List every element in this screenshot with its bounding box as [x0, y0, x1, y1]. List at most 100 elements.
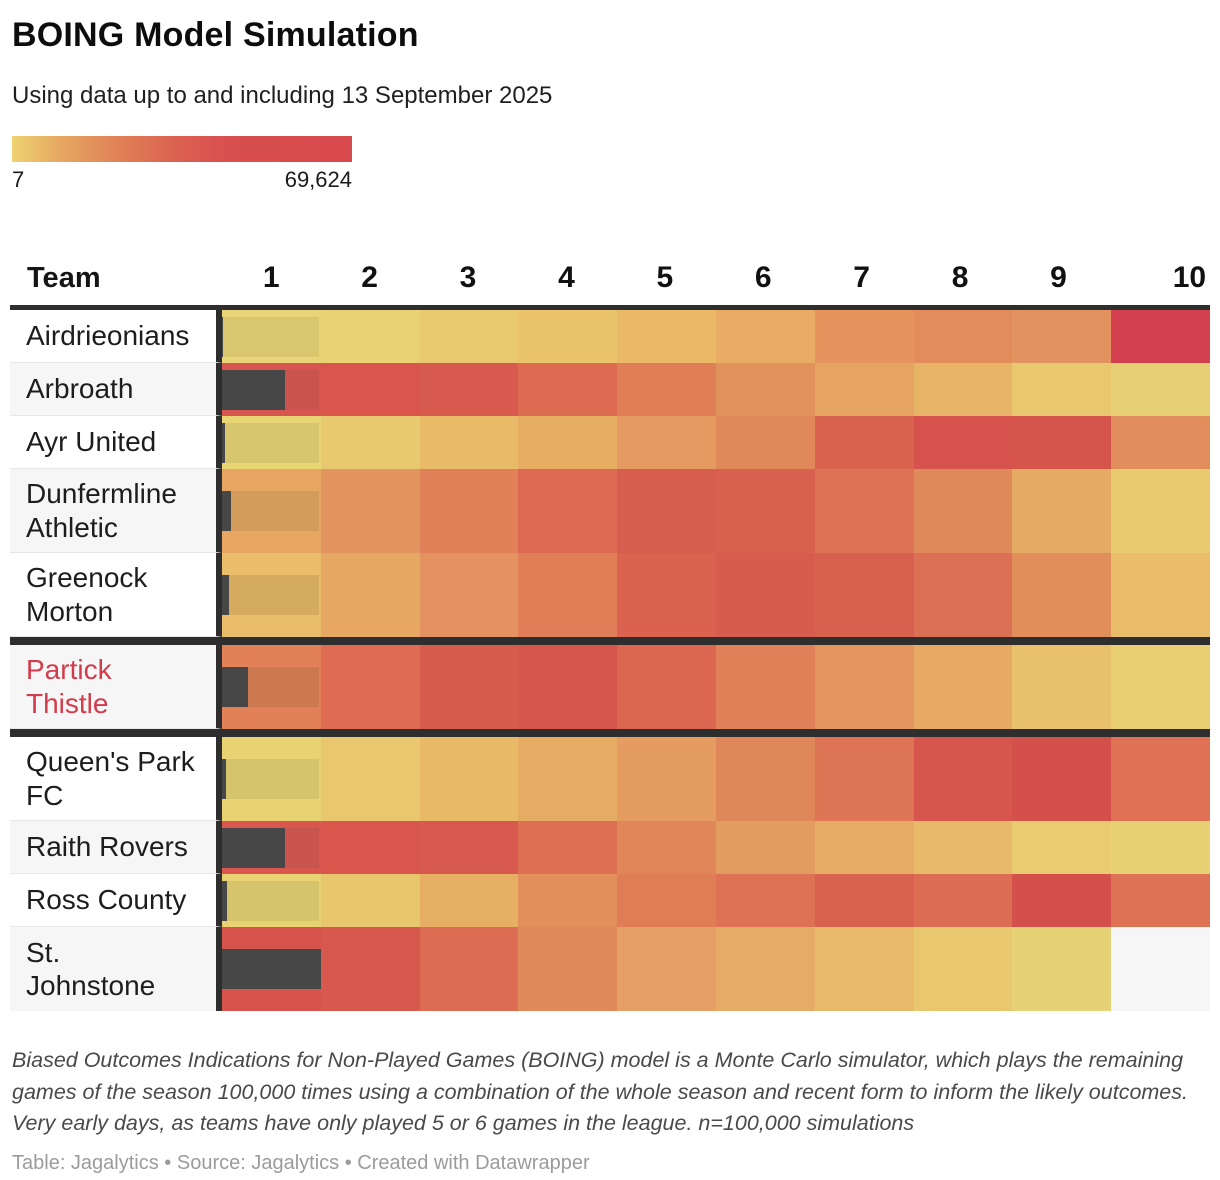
heat-cell: [715, 416, 815, 469]
team-label: Greenock Morton: [10, 553, 222, 637]
heat-cell: [1111, 363, 1210, 416]
bar-track: [222, 491, 319, 531]
heat-cell: [419, 645, 519, 729]
heat-cell: [814, 645, 914, 729]
team-label: Airdrieonians: [10, 310, 222, 363]
heat-cell-pos1: [222, 553, 321, 637]
team-label: Dunfermline Athletic: [10, 469, 222, 553]
heat-cell: [715, 821, 815, 874]
heat-cell: [1012, 416, 1112, 469]
heat-cell: [715, 553, 815, 637]
bar-track: [222, 575, 319, 615]
position1-bar: [222, 949, 321, 989]
heat-cell-pos1: [222, 645, 321, 729]
heat-cell-pos1: [222, 310, 321, 363]
heat-cell: [320, 927, 420, 1011]
heat-cell: [617, 874, 716, 927]
table-row: Greenock Morton: [10, 553, 1210, 637]
table-row: Ross County: [10, 874, 1210, 927]
heat-cell: [320, 416, 420, 469]
heat-cell: [1111, 737, 1210, 821]
heat-cell: [518, 310, 618, 363]
bar-track: [222, 316, 319, 357]
team-column-header: Team: [27, 262, 101, 294]
heat-cell: [913, 927, 1013, 1011]
heat-cell: [715, 645, 815, 729]
heat-cell: [617, 416, 716, 469]
position1-bar: [222, 316, 223, 357]
table-row: St. Johnstone: [10, 927, 1210, 1011]
heat-cell: [617, 469, 716, 553]
heat-cell: [1111, 553, 1210, 637]
heat-cell: [518, 553, 618, 637]
position1-bar: [222, 422, 225, 463]
heat-cell: [419, 310, 519, 363]
heat-cell: [913, 310, 1013, 363]
heat-cell-pos1: [222, 927, 321, 1011]
heat-cell: [320, 310, 420, 363]
heat-cell: [518, 927, 618, 1011]
heat-cells: [222, 310, 1210, 363]
table-row: Arbroath: [10, 363, 1210, 416]
heat-cell: [320, 645, 420, 729]
heat-cell: [814, 363, 914, 416]
heat-cell: [320, 469, 420, 553]
table-row: Raith Rovers: [10, 821, 1210, 874]
heat-cell: [814, 416, 914, 469]
team-label: Arbroath: [10, 363, 222, 416]
heat-cell: [419, 363, 519, 416]
heat-cell: [320, 363, 420, 416]
heat-cell: [617, 927, 716, 1011]
legend-min-label: 7: [12, 167, 25, 192]
legend-gradient-bar: [12, 136, 352, 162]
team-label: Queen's Park FC: [10, 737, 222, 821]
heat-cell: [419, 469, 519, 553]
heatmap-table: Team 1 2 3 4 5 6 7 8 9 10 Airdrieonians Arbroath Ay…: [10, 245, 1210, 1011]
group-divider: [10, 729, 1210, 737]
heat-cell: [419, 927, 519, 1011]
position1-bar: [222, 369, 286, 410]
heat-cell: [518, 363, 618, 416]
footer-note: Biased Outcomes Indications for Non-Play…: [12, 1048, 1188, 1136]
heat-cell: [1012, 737, 1112, 821]
position-header: 9: [1050, 261, 1067, 294]
heat-cell: [814, 553, 914, 637]
heat-cell-pos1: [222, 363, 321, 416]
heat-cell: [1012, 310, 1112, 363]
legend-max-label: 69,624: [284, 167, 352, 192]
table-header-row: Team 1 2 3 4 5 6 7 8 9 10: [10, 245, 1210, 310]
position1-bar: [222, 575, 229, 615]
team-label: Ayr United: [10, 416, 222, 469]
heat-cell: [715, 927, 815, 1011]
team-label: Ross County: [10, 874, 222, 927]
bar-track: [222, 759, 319, 799]
position-header: 6: [754, 261, 772, 294]
heat-cell: [1012, 927, 1112, 1011]
position1-bar: [222, 759, 226, 799]
heat-cell: [320, 737, 420, 821]
heat-cells: [222, 645, 1210, 729]
heat-cell-pos1: [222, 416, 321, 469]
heat-cell: [320, 553, 420, 637]
heat-cell: [518, 737, 618, 821]
position-headers: 1 2 3 4 5 6 7 8 9 10: [222, 261, 1210, 295]
heat-cell: [617, 821, 716, 874]
team-label: Raith Rovers: [10, 821, 222, 874]
heat-cell: [1111, 310, 1210, 363]
heat-cell: [518, 416, 618, 469]
heat-cell: [617, 310, 716, 363]
heat-cell: [419, 874, 519, 927]
chart-subtitle: Using data up to and including 13 Septem…: [12, 82, 553, 109]
heat-cell: [320, 821, 420, 874]
heat-cell: [715, 363, 815, 416]
table-row: Ayr United: [10, 416, 1210, 469]
position1-bar: [222, 880, 227, 921]
heat-cell: [715, 737, 815, 821]
position-header: 4: [558, 261, 575, 294]
team-label: St. Johnstone: [10, 927, 222, 1011]
heat-cell: [419, 553, 519, 637]
heat-cell: [715, 310, 815, 363]
heat-cell: [913, 821, 1013, 874]
bar-track: [222, 880, 319, 921]
table-row: Queen's Park FC: [10, 737, 1210, 821]
